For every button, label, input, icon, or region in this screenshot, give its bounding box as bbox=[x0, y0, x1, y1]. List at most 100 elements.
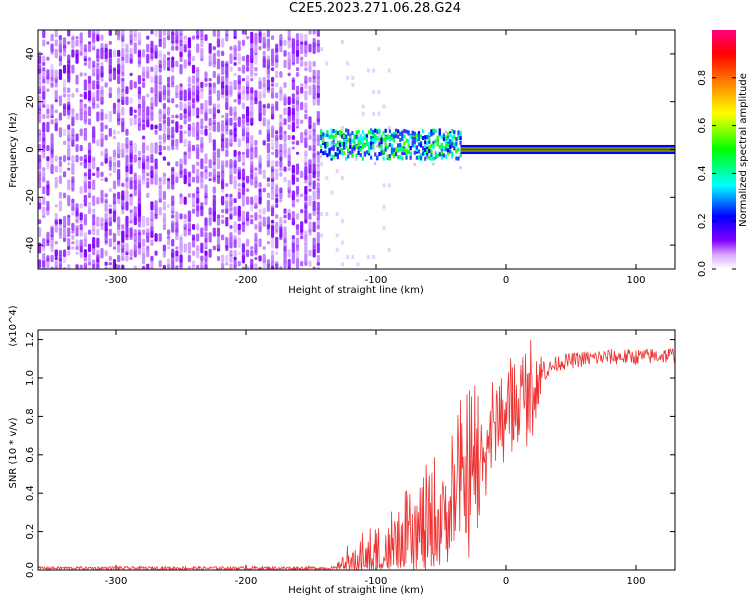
spectrogram-cell bbox=[291, 190, 295, 201]
spectrogram-cell bbox=[121, 208, 125, 215]
spectrogram-cell bbox=[96, 170, 100, 179]
spectrogram-cell bbox=[388, 156, 391, 161]
spectrogram-cell bbox=[133, 33, 137, 42]
spectrogram-cell bbox=[108, 167, 112, 171]
spectrogram-cell bbox=[376, 136, 379, 141]
spectrogram-cell bbox=[258, 46, 262, 51]
spectrogram-cell bbox=[196, 121, 200, 133]
spectrogram-cell bbox=[212, 106, 216, 116]
spectrogram-cell bbox=[390, 133, 394, 138]
spectrogram-cell bbox=[382, 130, 385, 135]
spectrogram-cell bbox=[434, 150, 437, 154]
spectrogram-cell bbox=[87, 30, 92, 38]
spectrogram-cell bbox=[324, 144, 327, 149]
spectrogram-cell bbox=[328, 134, 331, 139]
spectrogram-cell bbox=[125, 255, 129, 262]
spectrogram-cell bbox=[270, 265, 275, 269]
spectrogram-cell bbox=[200, 30, 204, 37]
spectrogram-cell bbox=[270, 35, 275, 41]
spectrogram-cell bbox=[87, 168, 92, 180]
snr-xtick-label: -100 bbox=[365, 576, 388, 587]
snr-xtick-label: 0 bbox=[503, 576, 509, 587]
spectrogram-cell bbox=[50, 254, 54, 263]
spectrogram-cell bbox=[413, 163, 416, 167]
spectrogram-cell bbox=[372, 130, 375, 135]
spectrogram-cell bbox=[83, 172, 87, 177]
spectrogram-cell bbox=[417, 155, 421, 160]
spectrogram-cell bbox=[372, 111, 376, 116]
spectrogram-cell bbox=[300, 42, 304, 55]
spectrogram-cell bbox=[96, 237, 100, 248]
spectrogram-cell bbox=[54, 82, 58, 88]
spectrogram-cell bbox=[187, 254, 191, 263]
spectrogram-cell bbox=[50, 225, 54, 229]
spectrogram-cell bbox=[142, 71, 146, 78]
spectrogram-cell bbox=[295, 177, 300, 183]
spectrogram-cell bbox=[229, 129, 233, 136]
spectrogram-cell bbox=[387, 183, 391, 188]
spectrogram-cell bbox=[183, 215, 187, 228]
spectrogram-cell bbox=[229, 53, 233, 65]
spectrogram-cell bbox=[287, 124, 291, 130]
spectrogram-cell bbox=[117, 34, 121, 41]
spectrogram-xtick-label: 0 bbox=[503, 275, 509, 286]
spectrogram-cell bbox=[191, 192, 196, 198]
spectrogram-cell bbox=[104, 113, 108, 120]
spectrogram-cell bbox=[212, 153, 216, 165]
spectrogram-cell bbox=[283, 50, 287, 57]
spectrogram-cell bbox=[96, 139, 100, 147]
spectrogram-cell bbox=[150, 66, 154, 72]
spectrogram-cell bbox=[316, 69, 320, 80]
spectrogram-cell bbox=[100, 77, 104, 82]
spectrogram-cell bbox=[387, 247, 391, 252]
spectrogram-cell bbox=[129, 193, 133, 198]
spectrogram-cell bbox=[279, 191, 283, 200]
spectrogram-cell bbox=[287, 72, 291, 77]
spectrogram-cell bbox=[142, 154, 146, 163]
spectrogram-cell bbox=[411, 131, 414, 136]
spectrogram-cell bbox=[62, 140, 67, 146]
spectrogram-cell bbox=[258, 208, 262, 214]
spectrogram-cell bbox=[75, 154, 79, 163]
spectrogram-cell bbox=[79, 227, 83, 237]
spectrogram-cell bbox=[104, 124, 108, 130]
spectrogram-cell bbox=[229, 81, 233, 89]
spectrogram-cell bbox=[187, 37, 191, 49]
spectrogram-cell bbox=[241, 64, 246, 74]
spectrogram-cell bbox=[387, 68, 391, 73]
spectrogram-cell bbox=[50, 63, 54, 75]
spectrogram-cell bbox=[137, 232, 142, 243]
spectrogram-cell bbox=[241, 161, 246, 166]
spectrogram-cell bbox=[104, 148, 108, 159]
spectrogram-cell bbox=[112, 196, 117, 205]
spectrogram-cell bbox=[175, 234, 179, 241]
spectrogram-cell bbox=[50, 119, 54, 125]
spectrogram-cell bbox=[166, 57, 171, 61]
spectrogram-cell bbox=[262, 253, 266, 264]
spectrogram-cell bbox=[92, 30, 96, 39]
spectrogram-cell bbox=[378, 129, 381, 134]
spectrogram-cell bbox=[79, 32, 83, 43]
spectrogram-cell bbox=[196, 43, 200, 53]
spectrogram-cell bbox=[417, 137, 421, 142]
spectrogram-cell bbox=[225, 33, 229, 42]
spectrogram-cell bbox=[312, 69, 316, 80]
spectrogram-cell bbox=[204, 34, 208, 42]
spectrogram-cell bbox=[112, 156, 117, 162]
spectrogram-cell bbox=[221, 178, 225, 182]
spectrogram-cell bbox=[411, 134, 414, 139]
spectrogram-cell bbox=[208, 78, 212, 82]
spectrogram-cell bbox=[233, 259, 237, 269]
snr-ytick-label: 0.6 bbox=[25, 447, 36, 463]
spectrogram-cell bbox=[142, 135, 146, 140]
spectrogram-cell bbox=[270, 106, 275, 117]
spectrogram-cell bbox=[361, 139, 364, 144]
spectrogram-cell bbox=[129, 195, 133, 206]
spectrogram-cell bbox=[361, 136, 364, 141]
spectrogram-cell bbox=[417, 133, 421, 138]
snr-ytick-label: 1.0 bbox=[25, 370, 36, 386]
spectrogram-cell bbox=[225, 137, 229, 148]
spectrogram-cell bbox=[87, 229, 92, 235]
spectrogram-cell bbox=[196, 191, 200, 200]
spectrogram-cell bbox=[204, 100, 208, 112]
